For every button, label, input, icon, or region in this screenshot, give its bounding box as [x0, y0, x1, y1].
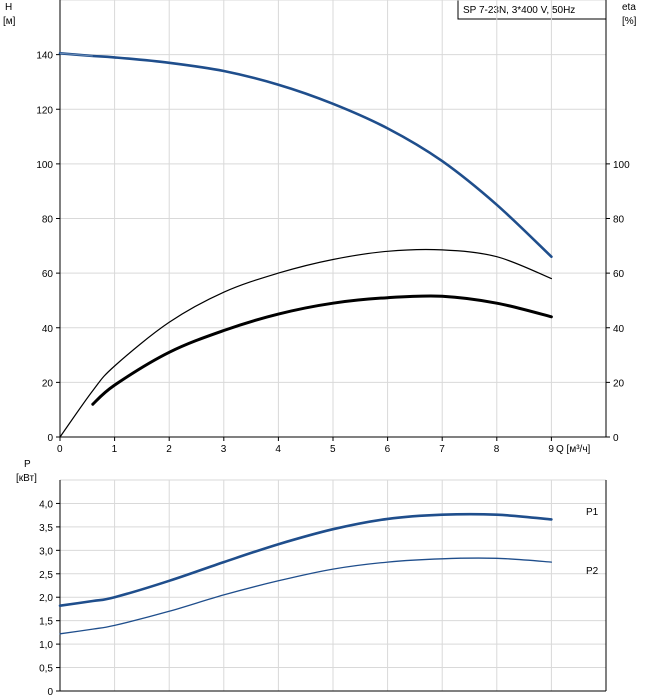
- x-tick-label: 8: [494, 444, 500, 455]
- eta-tick-label: 60: [613, 269, 625, 280]
- top-series-line-eta-thick: [91, 294, 553, 406]
- h-axis-title: H: [5, 2, 12, 13]
- p-tick-label: 4,0: [39, 499, 53, 510]
- h-tick-label: 40: [42, 324, 54, 335]
- x-tick-label: 1: [112, 444, 118, 455]
- h-tick-label: 20: [42, 378, 54, 389]
- x-tick-label: 4: [275, 444, 281, 455]
- bottom-ticks: 0 0,5 1,0 1,5 2,0 2,5 3,0 3,5 4,0: [39, 499, 60, 698]
- eta-axis-unit: [%]: [622, 16, 637, 27]
- x-tick-label: 3: [221, 444, 227, 455]
- power-series-line-p1: [58, 512, 553, 607]
- x-tick-label: 2: [166, 444, 172, 455]
- p-tick-label: 2,0: [39, 593, 53, 604]
- h-tick-label: 60: [42, 269, 54, 280]
- power-series-line-p2: [59, 557, 553, 635]
- bottom-grid: [59, 479, 607, 692]
- h-axis-unit: [м]: [3, 16, 16, 27]
- eta-axis-title: eta: [622, 2, 636, 13]
- eta-tick-label: 40: [613, 324, 625, 335]
- p-axis-unit: [кВт]: [16, 473, 37, 484]
- eta-tick-label: 20: [613, 378, 625, 389]
- p-tick-label: 0: [47, 687, 53, 698]
- h-tick-label: 100: [36, 160, 53, 171]
- eta-tick-label: 80: [613, 215, 625, 226]
- power-series-label-p2: P2: [586, 566, 599, 577]
- p-tick-label: 1,0: [39, 640, 53, 651]
- top-series-line-h: [58, 52, 553, 258]
- h-tick-label: 80: [42, 215, 54, 226]
- x-tick-label: 9: [548, 444, 554, 455]
- x-tick-label: 0: [57, 444, 63, 455]
- p-tick-label: 0,5: [39, 664, 53, 675]
- top-series: [58, 52, 553, 438]
- x-tick-label: 5: [330, 444, 336, 455]
- chart-title: SP 7-23N, 3*400 V, 50Hz: [463, 5, 575, 16]
- bottom-series: P1 P2: [58, 507, 599, 635]
- p-tick-label: 2,5: [39, 570, 53, 581]
- h-tick-label: 0: [47, 433, 53, 444]
- x-tick-label: 6: [385, 444, 391, 455]
- p-tick-label: 3,5: [39, 523, 53, 534]
- p-axis-title: P: [24, 459, 31, 470]
- x-tick-label: 7: [439, 444, 445, 455]
- h-curve-start-segment: [59, 52, 93, 57]
- eta-tick-label: 0: [613, 433, 619, 444]
- p-tick-label: 1,5: [39, 617, 53, 628]
- h-tick-label: 120: [36, 105, 53, 116]
- power-series-label-p1: P1: [586, 507, 599, 518]
- top-series-line-eta-thin: [59, 248, 552, 438]
- p-tick-label: 3,0: [39, 546, 53, 557]
- q-axis-title: Q [м³/ч]: [556, 444, 591, 455]
- eta-tick-label: 100: [613, 160, 630, 171]
- top-grid: [59, 0, 607, 438]
- h-tick-label: 140: [36, 51, 53, 62]
- top-ticks: 0 1 2 3 4 5 6 7 8 9 0 20 40 60 80 100 120 140 0 20 40 60 80 100: [36, 51, 630, 455]
